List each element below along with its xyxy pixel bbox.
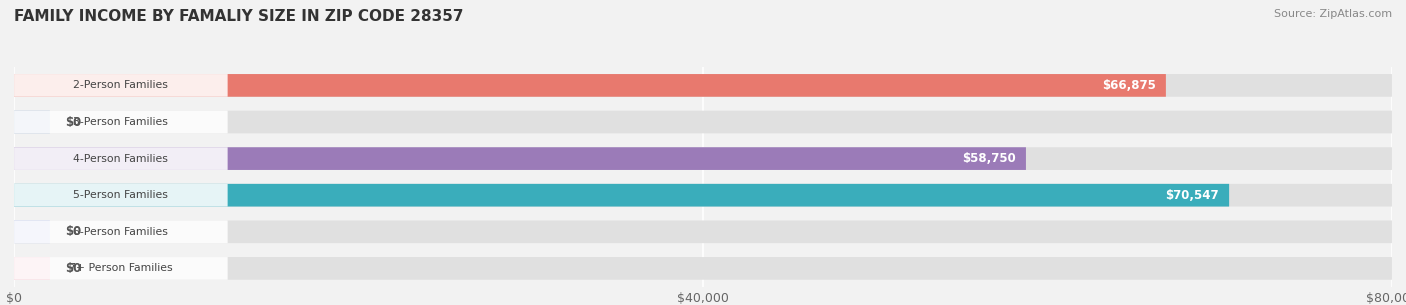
Text: FAMILY INCOME BY FAMALIY SIZE IN ZIP CODE 28357: FAMILY INCOME BY FAMALIY SIZE IN ZIP COD… <box>14 9 464 24</box>
Text: $66,875: $66,875 <box>1102 79 1156 92</box>
FancyBboxPatch shape <box>14 147 1392 170</box>
FancyBboxPatch shape <box>14 257 228 280</box>
Text: $0: $0 <box>66 225 82 238</box>
FancyBboxPatch shape <box>14 74 1392 97</box>
FancyBboxPatch shape <box>14 257 1392 280</box>
Text: 2-Person Families: 2-Person Families <box>73 81 169 90</box>
Text: $70,547: $70,547 <box>1166 189 1219 202</box>
FancyBboxPatch shape <box>14 221 228 243</box>
Text: $0: $0 <box>66 262 82 275</box>
FancyBboxPatch shape <box>14 184 1229 206</box>
FancyBboxPatch shape <box>14 184 228 206</box>
FancyBboxPatch shape <box>14 257 49 280</box>
Text: 5-Person Families: 5-Person Families <box>73 190 169 200</box>
Text: $58,750: $58,750 <box>962 152 1015 165</box>
FancyBboxPatch shape <box>14 111 49 133</box>
FancyBboxPatch shape <box>14 111 1392 133</box>
Text: 3-Person Families: 3-Person Families <box>73 117 169 127</box>
FancyBboxPatch shape <box>14 147 1026 170</box>
Text: 6-Person Families: 6-Person Families <box>73 227 169 237</box>
FancyBboxPatch shape <box>14 74 1166 97</box>
FancyBboxPatch shape <box>14 221 49 243</box>
Text: 4-Person Families: 4-Person Families <box>73 154 169 163</box>
Text: Source: ZipAtlas.com: Source: ZipAtlas.com <box>1274 9 1392 19</box>
FancyBboxPatch shape <box>14 184 1392 206</box>
Text: $0: $0 <box>66 116 82 128</box>
FancyBboxPatch shape <box>14 111 228 133</box>
FancyBboxPatch shape <box>14 74 228 97</box>
FancyBboxPatch shape <box>14 147 228 170</box>
FancyBboxPatch shape <box>14 221 1392 243</box>
Text: 7+ Person Families: 7+ Person Families <box>69 264 173 273</box>
